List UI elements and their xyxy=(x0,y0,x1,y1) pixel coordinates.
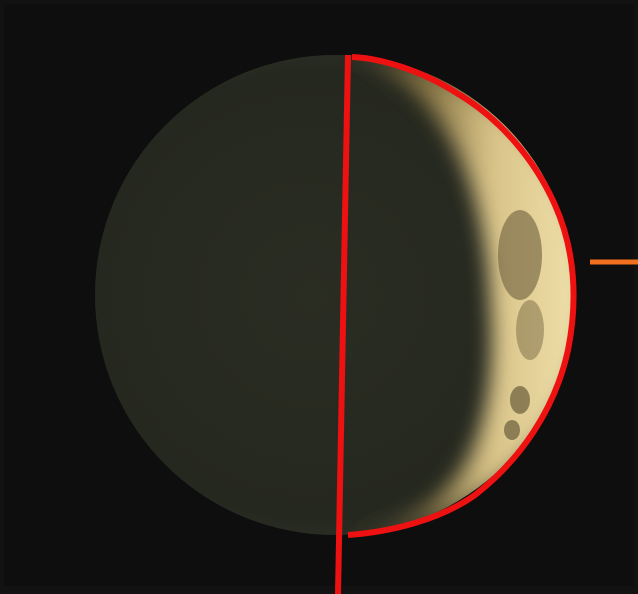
crater xyxy=(504,420,520,440)
lit-crescent xyxy=(348,55,575,535)
crescent-outline xyxy=(347,54,577,538)
moon-disc xyxy=(95,55,575,535)
crater xyxy=(510,386,530,414)
crescent xyxy=(348,55,575,535)
vertical-line xyxy=(335,54,351,594)
mare xyxy=(498,210,542,300)
mare xyxy=(516,300,544,360)
